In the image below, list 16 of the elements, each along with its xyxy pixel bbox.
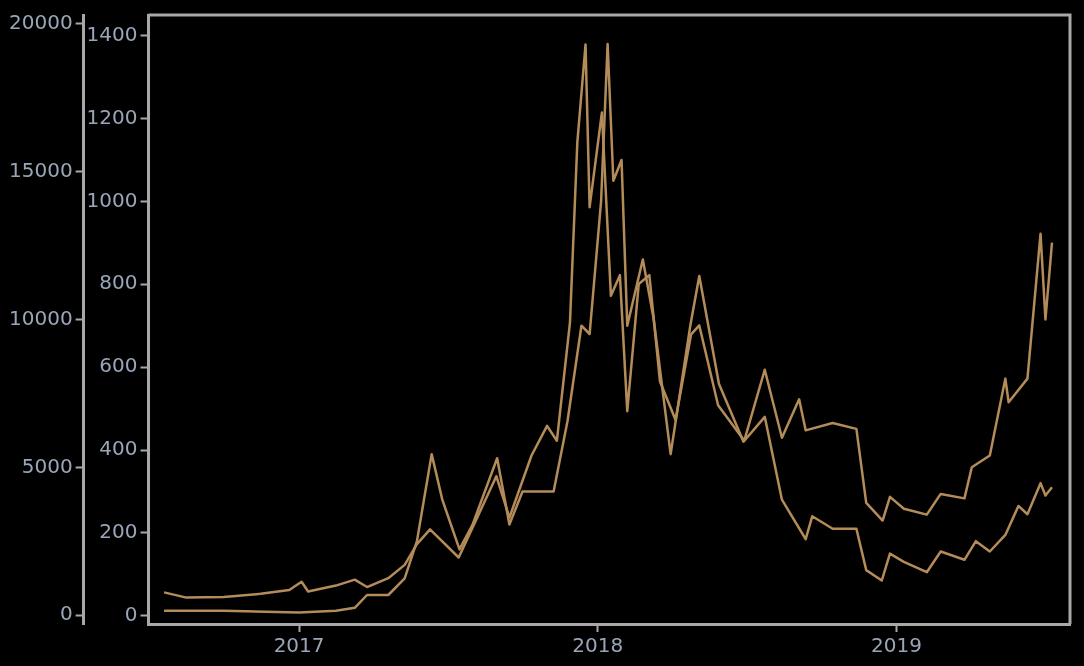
y2-tick-label: 20000: [9, 10, 73, 35]
x-tick-label: 2019: [871, 633, 922, 658]
x-tick-label: 2017: [273, 633, 325, 658]
y-tick-label: 600: [99, 353, 138, 378]
y-tick-label: 200: [99, 519, 138, 544]
y2-tick-label: 0: [59, 601, 73, 626]
y2-tick-label: 10000: [9, 305, 73, 330]
y-tick-label: 1000: [86, 187, 138, 212]
y-tick-label: 800: [99, 270, 138, 295]
y-tick-label: 1200: [86, 104, 138, 129]
y2-tick-label: 5000: [21, 453, 73, 478]
y-tick-label: 0: [124, 601, 138, 626]
x-tick-label: 2018: [572, 633, 624, 658]
y2-tick-label: 15000: [9, 157, 73, 182]
y-tick-label: 400: [99, 436, 138, 461]
y-tick-label: 1400: [86, 21, 138, 46]
